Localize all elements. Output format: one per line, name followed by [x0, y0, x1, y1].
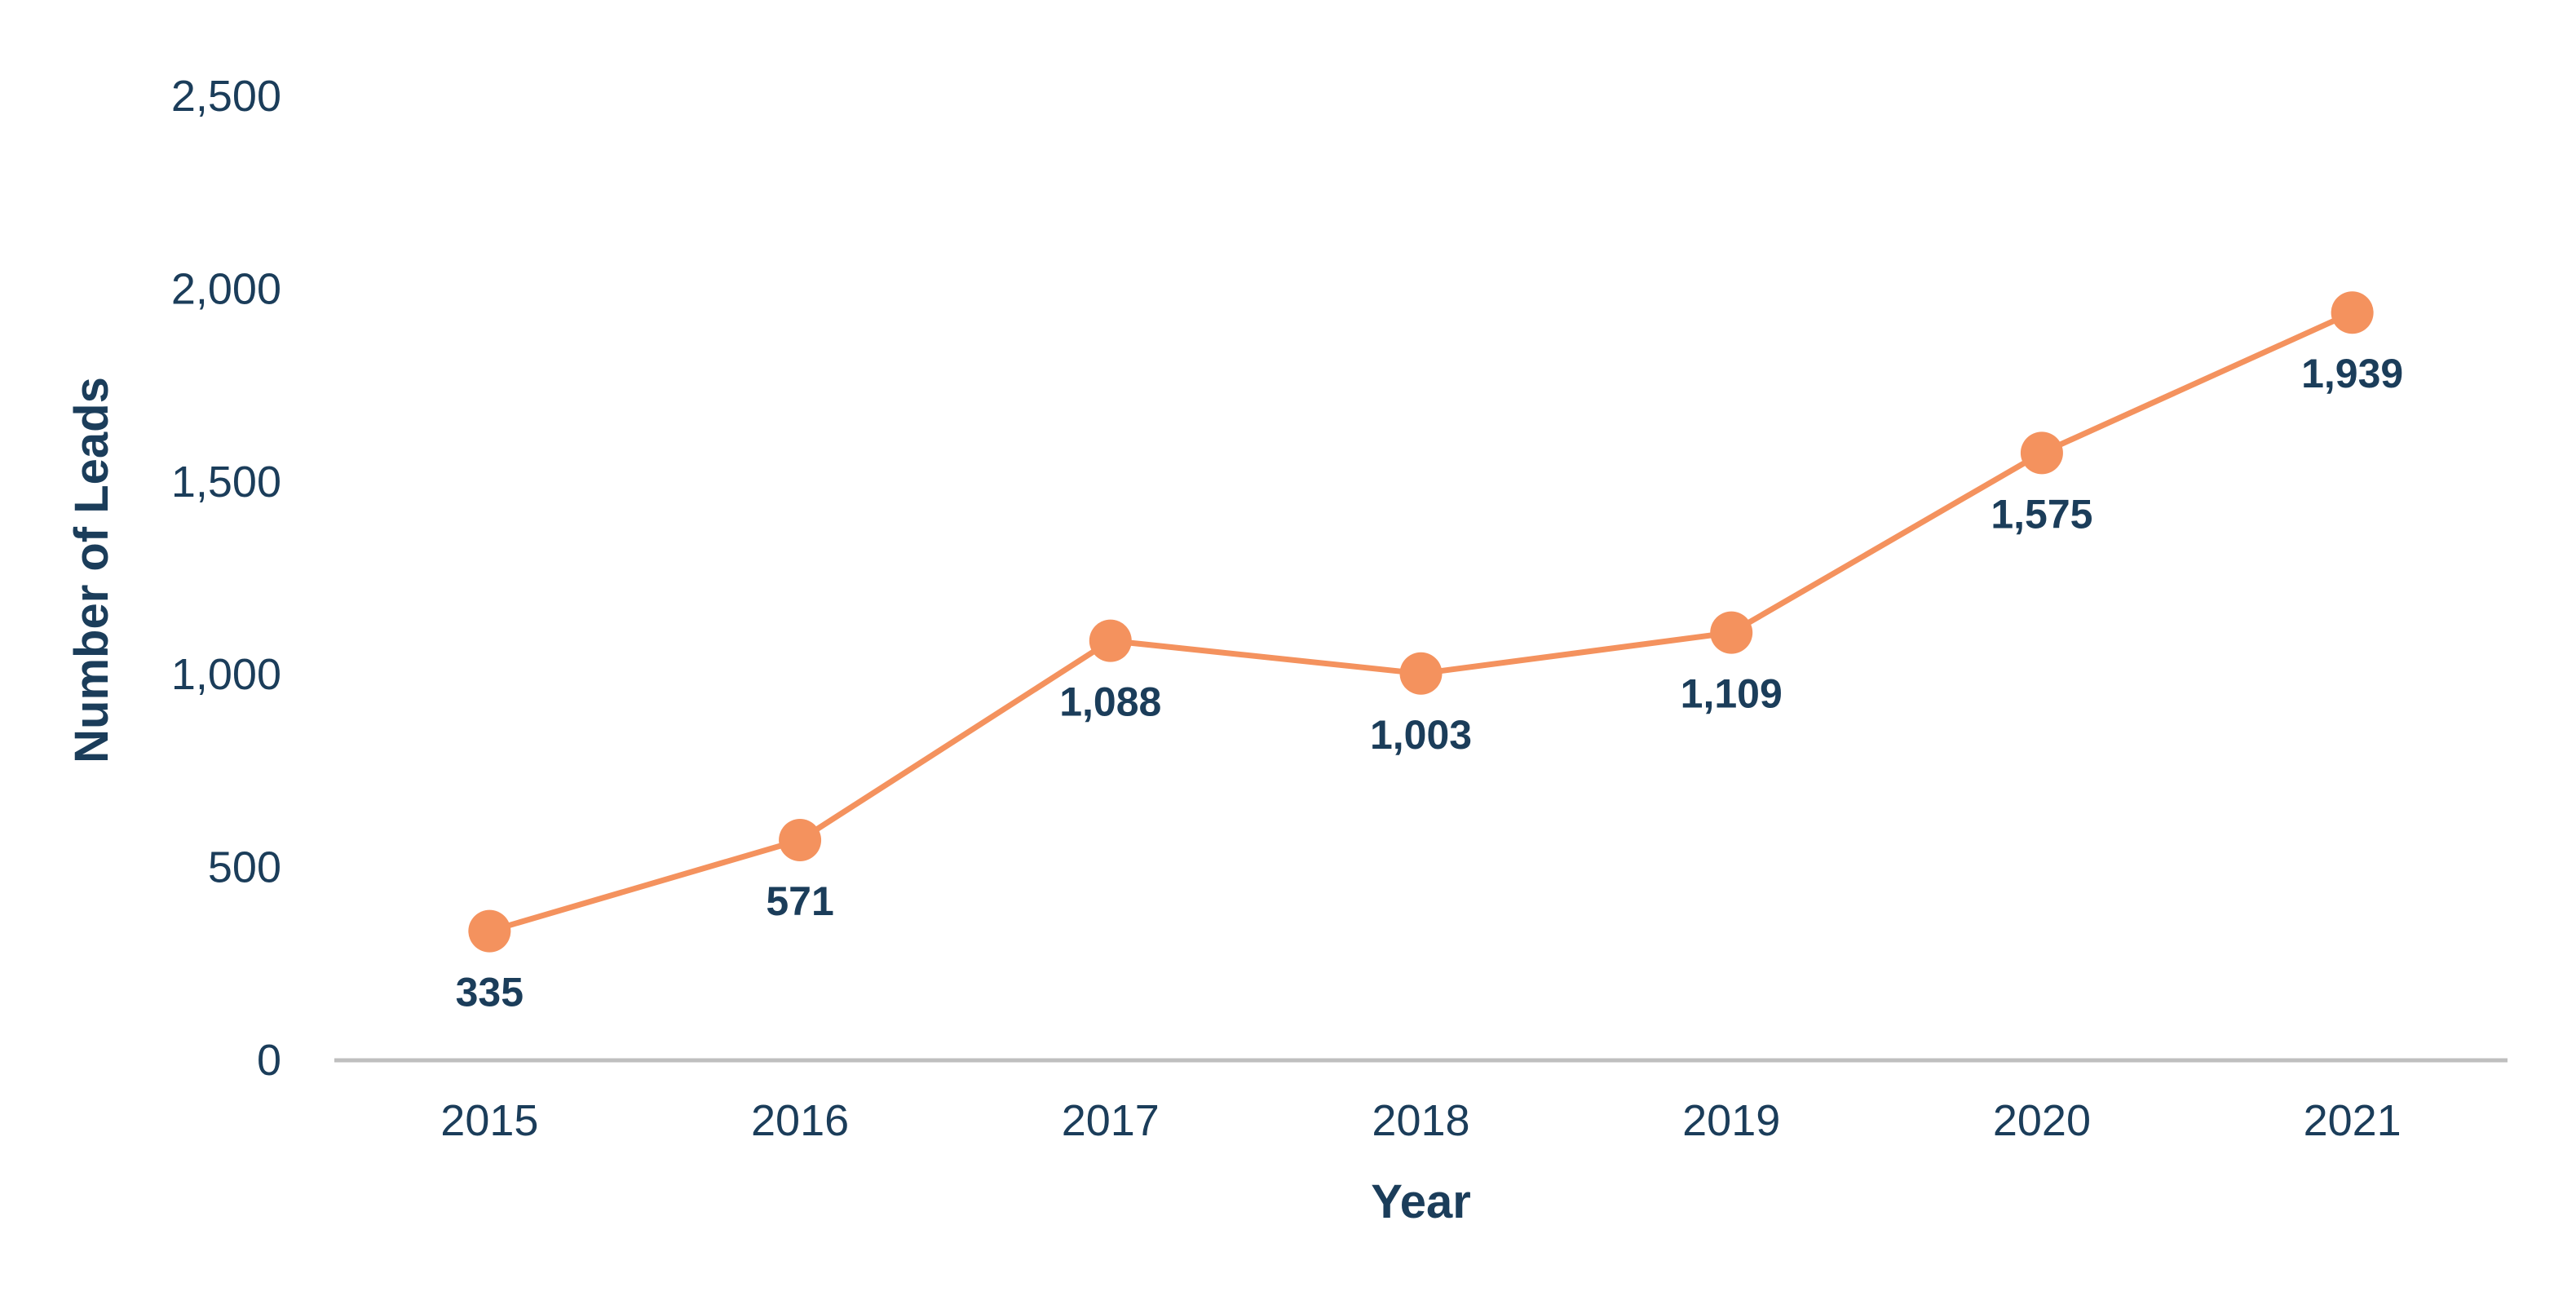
data-point-marker	[1710, 611, 1753, 654]
y-tick-label: 2,500	[171, 72, 281, 121]
x-tick-label: 2020	[1993, 1096, 2091, 1145]
data-value-label: 1,939	[2301, 351, 2403, 396]
data-value-label: 1,109	[1681, 671, 1783, 717]
data-value-label: 335	[456, 970, 524, 1015]
y-axis-title: Number of Leads	[65, 377, 118, 763]
y-tick-label: 2,000	[171, 264, 281, 313]
data-labels: 335 571 1,088 1,003 1,109 1,575 1,939	[456, 351, 2404, 1015]
data-point-marker	[779, 819, 822, 862]
data-point-marker	[1399, 652, 1443, 695]
data-point-marker	[468, 909, 511, 953]
y-tick-label: 1,500	[171, 458, 281, 506]
data-point-marker	[2020, 431, 2063, 475]
x-tick-label: 2021	[2304, 1096, 2401, 1145]
x-tick-label: 2015	[440, 1096, 538, 1145]
x-tick-label: 2017	[1062, 1096, 1160, 1145]
data-value-label: 1,003	[1370, 712, 1472, 758]
y-tick-label: 500	[208, 843, 281, 892]
x-tick-label: 2019	[1682, 1096, 1780, 1145]
y-axis-ticks: 0 500 1,000 1,500 2,000 2,500	[171, 72, 281, 1085]
data-value-label: 1,575	[1991, 491, 2092, 537]
series-line	[488, 310, 2354, 934]
data-markers	[468, 291, 2374, 953]
y-tick-label: 0	[257, 1036, 281, 1085]
data-point-marker	[2331, 291, 2374, 334]
y-tick-label: 1,000	[171, 650, 281, 699]
data-point-marker	[1089, 619, 1132, 662]
x-tick-label: 2016	[751, 1096, 849, 1145]
x-tick-label: 2018	[1372, 1096, 1469, 1145]
data-value-label: 1,088	[1059, 679, 1161, 725]
data-value-label: 571	[766, 878, 833, 924]
x-axis-ticks: 2015 2016 2017 2018 2019 2020 2021	[440, 1096, 2401, 1145]
x-axis-title: Year	[1371, 1175, 1471, 1228]
